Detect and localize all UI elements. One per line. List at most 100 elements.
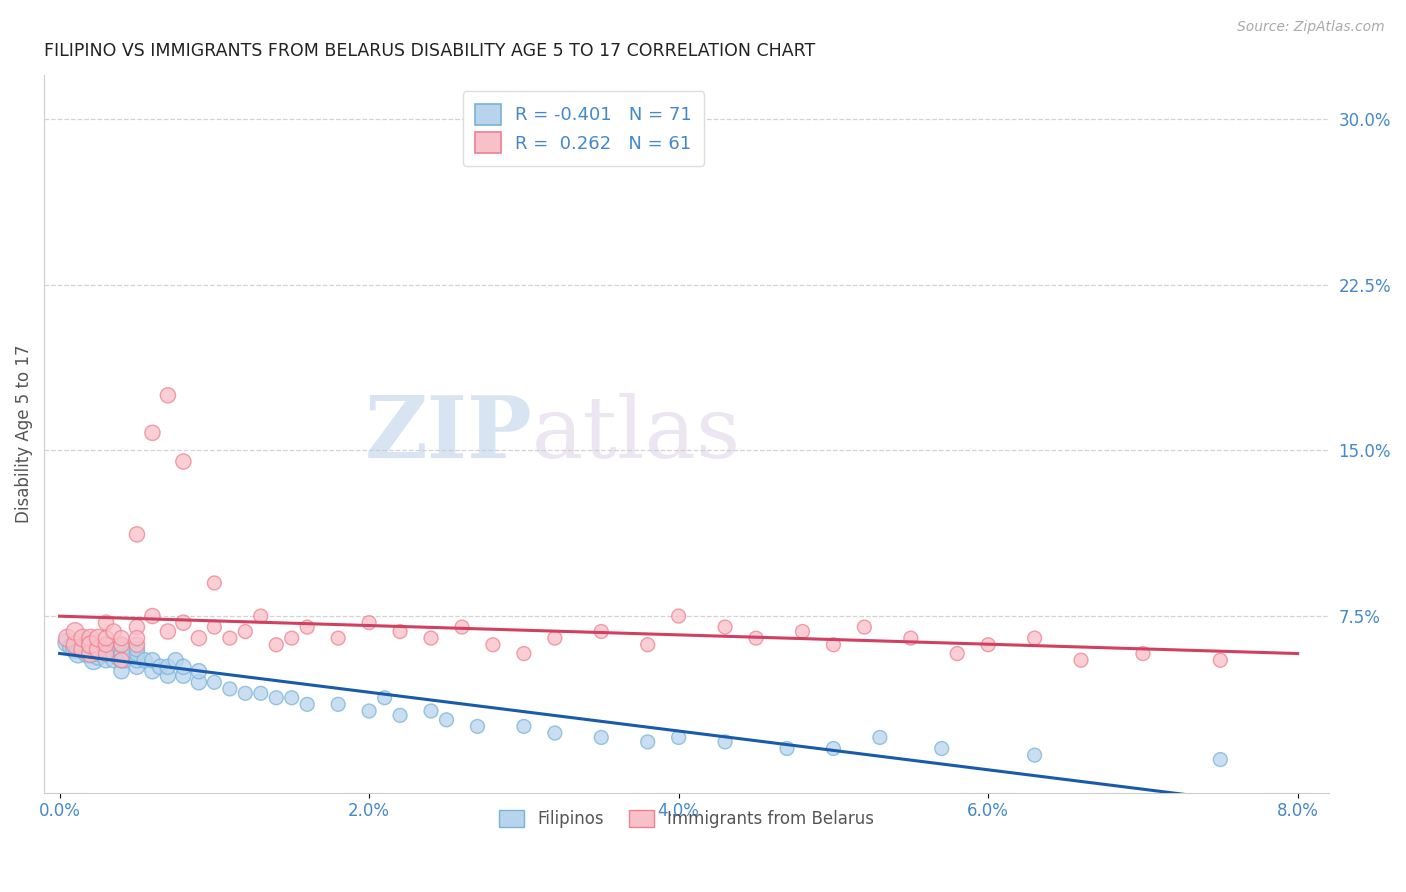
Point (328, 631, 350, 645)
Point (513, 647, 536, 661)
Point (280, 690, 302, 705)
Point (79, 638, 101, 652)
Point (98, 647, 121, 661)
Point (87, 631, 110, 645)
Point (94, 631, 117, 645)
Point (823, 741, 845, 756)
Point (110, 653, 132, 667)
Point (156, 624, 179, 639)
Point (187, 675, 209, 690)
Point (218, 631, 240, 645)
Point (110, 653, 132, 667)
Point (79, 647, 101, 661)
Point (1209, 753, 1232, 767)
Point (125, 620, 148, 634)
Point (79, 642, 101, 657)
Point (202, 675, 225, 690)
Point (1070, 653, 1092, 667)
Point (79, 635, 101, 649)
Text: ZIP: ZIP (364, 392, 533, 476)
Point (280, 631, 302, 645)
Point (389, 708, 412, 723)
Point (823, 638, 845, 652)
Point (76, 647, 98, 661)
Point (420, 631, 443, 645)
Point (134, 653, 156, 667)
Point (79, 647, 101, 661)
Point (482, 638, 505, 652)
Point (714, 620, 737, 634)
Point (107, 651, 129, 665)
Point (1024, 631, 1046, 645)
Point (72, 631, 94, 645)
Point (233, 686, 256, 700)
Point (67, 638, 90, 652)
Point (79, 638, 101, 652)
Point (637, 735, 659, 749)
Point (544, 726, 567, 740)
Point (869, 731, 891, 745)
Point (187, 665, 209, 679)
Point (125, 638, 148, 652)
Point (125, 642, 148, 657)
Point (172, 668, 194, 682)
Point (451, 620, 474, 634)
Point (264, 690, 287, 705)
Point (91, 647, 114, 661)
Point (900, 631, 922, 645)
Point (60, 640, 83, 654)
Point (72, 635, 94, 649)
Point (72, 642, 94, 657)
Text: Source: ZipAtlas.com: Source: ZipAtlas.com (1237, 20, 1385, 34)
Point (103, 624, 125, 639)
Point (374, 690, 396, 705)
Point (94, 638, 117, 652)
Point (295, 698, 318, 712)
Point (110, 631, 132, 645)
Point (1209, 653, 1232, 667)
Point (83, 638, 105, 652)
Point (591, 731, 613, 745)
Point (118, 647, 141, 661)
Point (792, 624, 814, 639)
Point (295, 620, 318, 634)
Point (56, 631, 79, 645)
Point (359, 704, 381, 718)
Point (156, 660, 179, 674)
Point (328, 698, 350, 712)
Point (359, 615, 381, 630)
Point (156, 388, 179, 402)
Point (1024, 748, 1046, 763)
Point (87, 642, 110, 657)
Point (202, 576, 225, 591)
Point (165, 653, 187, 667)
Point (977, 638, 1000, 652)
Point (94, 647, 117, 661)
Point (946, 647, 969, 661)
Point (156, 668, 179, 682)
Point (63, 638, 86, 652)
Point (420, 704, 443, 718)
Point (114, 653, 136, 667)
Point (745, 631, 768, 645)
Point (187, 631, 209, 645)
Point (87, 648, 110, 663)
Point (668, 731, 690, 745)
Point (72, 642, 94, 657)
Point (94, 615, 117, 630)
Point (264, 638, 287, 652)
Point (79, 631, 101, 645)
Point (467, 719, 489, 733)
Text: FILIPINO VS IMMIGRANTS FROM BELARUS DISABILITY AGE 5 TO 17 CORRELATION CHART: FILIPINO VS IMMIGRANTS FROM BELARUS DISA… (44, 42, 815, 60)
Point (94, 647, 117, 661)
Point (141, 665, 163, 679)
Point (637, 638, 659, 652)
Point (389, 624, 412, 639)
Point (125, 647, 148, 661)
Y-axis label: Disability Age 5 to 17: Disability Age 5 to 17 (15, 344, 32, 524)
Point (714, 735, 737, 749)
Point (110, 647, 132, 661)
Point (436, 713, 458, 727)
Point (668, 609, 690, 624)
Legend: Filipinos, Immigrants from Belarus: Filipinos, Immigrants from Belarus (492, 803, 880, 835)
